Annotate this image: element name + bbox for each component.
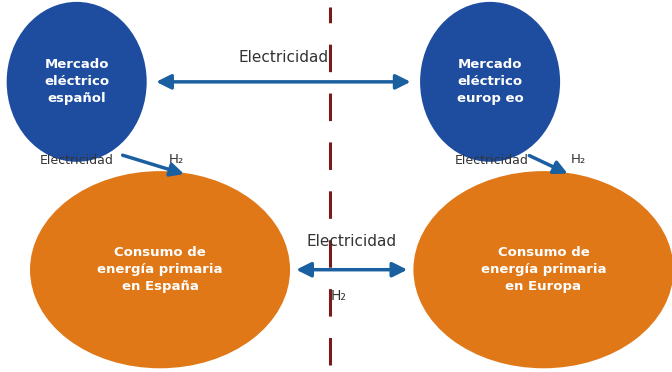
Text: Consumo de
energía primaria
en España: Consumo de energía primaria en España <box>97 246 223 293</box>
Text: H₂: H₂ <box>331 289 346 303</box>
Text: H₂: H₂ <box>169 153 184 166</box>
Ellipse shape <box>30 171 290 368</box>
Ellipse shape <box>420 2 560 162</box>
Text: H₂: H₂ <box>571 153 586 166</box>
Text: Mercado
eléctrico
español: Mercado eléctrico español <box>44 58 110 105</box>
Text: Electricidad: Electricidad <box>40 154 114 167</box>
Text: Consumo de
energía primaria
en Europa: Consumo de energía primaria en Europa <box>480 246 606 293</box>
Text: Mercado
eléctrico
europ eo: Mercado eléctrico europ eo <box>457 58 523 105</box>
Text: Electricidad: Electricidad <box>239 50 329 65</box>
Ellipse shape <box>413 171 672 368</box>
Text: Electricidad: Electricidad <box>455 154 529 167</box>
Text: Electricidad: Electricidad <box>306 234 396 249</box>
Ellipse shape <box>7 2 146 162</box>
